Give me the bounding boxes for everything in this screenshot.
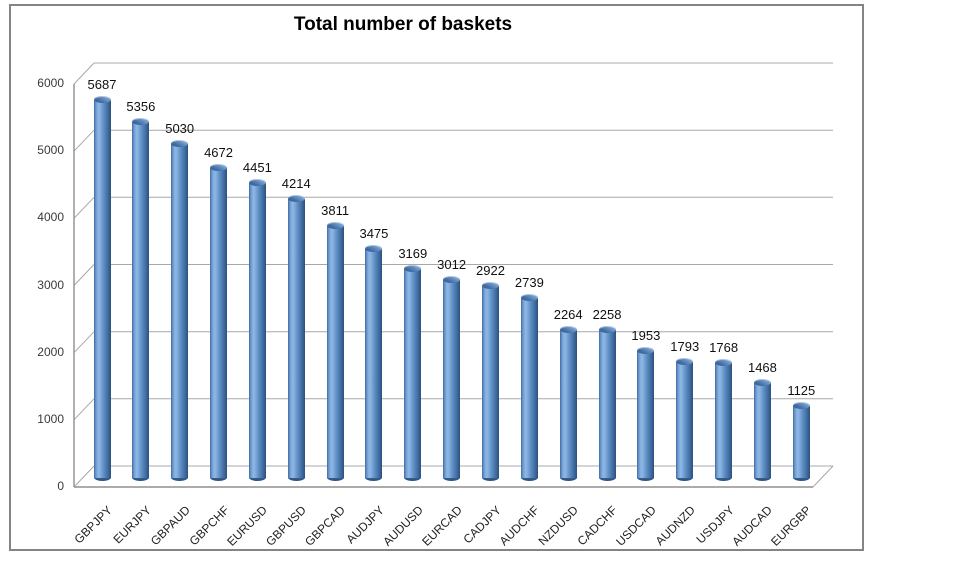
chart-title: Total number of baskets	[293, 14, 513, 35]
bar-gbpjpy[interactable]	[93, 96, 111, 481]
cylinder-cap	[171, 140, 189, 148]
cylinder-cap	[753, 379, 771, 387]
cylinder-body	[753, 382, 771, 478]
cylinder-cap	[520, 294, 538, 302]
cylinder-body	[404, 268, 422, 478]
bar-audusd[interactable]	[404, 265, 422, 481]
gridline-connector	[73, 62, 95, 85]
cylinder-body	[715, 362, 733, 478]
cylinder-cap	[598, 326, 616, 334]
bar-gbpusd[interactable]	[287, 194, 305, 481]
cylinder-body	[287, 197, 305, 478]
bar-eurgbp[interactable]	[792, 402, 810, 481]
cylinder-cap	[443, 275, 461, 283]
cylinder-cap	[715, 359, 733, 367]
cylinder-body	[637, 349, 655, 478]
gridline-connector	[73, 196, 95, 219]
bar-gbpchf[interactable]	[210, 164, 228, 481]
cylinder-body	[482, 284, 499, 478]
cylinder-body	[326, 225, 344, 478]
cylinder-body	[792, 405, 810, 478]
cylinder-body	[598, 329, 616, 478]
gridline-connector	[73, 331, 95, 354]
bar-audchf[interactable]	[520, 294, 538, 481]
cylinder-body	[171, 143, 189, 478]
floor-right-edge	[812, 465, 834, 488]
bar-eurcad[interactable]	[443, 275, 461, 481]
cylinder-cap	[210, 164, 228, 172]
cylinder-body	[93, 99, 111, 478]
bar-gbpcad[interactable]	[326, 222, 344, 481]
cylinder-body	[520, 297, 538, 478]
bar-audcad[interactable]	[753, 379, 771, 481]
bar-gbpaud[interactable]	[171, 140, 189, 481]
gridline-connector	[73, 129, 95, 152]
cylinder-body	[365, 247, 383, 478]
cylinder-body	[248, 182, 266, 478]
cylinder-body	[559, 328, 577, 478]
cylinder-body	[132, 121, 150, 478]
cylinder-cap	[792, 402, 810, 410]
cylinder-body	[210, 167, 228, 478]
cylinder-cap	[365, 244, 383, 252]
cylinder-cap	[637, 346, 655, 354]
cylinder-body	[676, 360, 694, 478]
gridline-connector	[73, 398, 95, 421]
gridline-connector	[73, 264, 95, 286]
bar-cadchf[interactable]	[598, 326, 616, 481]
bar-nzdusd[interactable]	[559, 325, 577, 481]
bar-audnzd[interactable]	[676, 357, 694, 481]
cylinder-cap	[482, 281, 499, 289]
cylinder-cap	[93, 96, 111, 104]
bar-usdjpy[interactable]	[715, 359, 733, 481]
cylinder-cap	[132, 118, 150, 126]
cylinder-cap	[559, 325, 577, 333]
bar-eurjpy[interactable]	[132, 118, 150, 481]
cylinder-cap	[326, 222, 344, 230]
gridline-connector	[73, 465, 95, 488]
bar-usdcad[interactable]	[637, 346, 655, 481]
cylinder-cap	[404, 265, 422, 273]
cylinder-cap	[287, 194, 305, 202]
bar-audjpy[interactable]	[365, 244, 383, 481]
cylinder-body	[443, 278, 461, 478]
cylinder-cap	[676, 357, 694, 365]
cylinder-cap	[248, 179, 266, 187]
bar-cadjpy[interactable]	[482, 281, 499, 481]
bar-eurusd[interactable]	[248, 179, 266, 481]
